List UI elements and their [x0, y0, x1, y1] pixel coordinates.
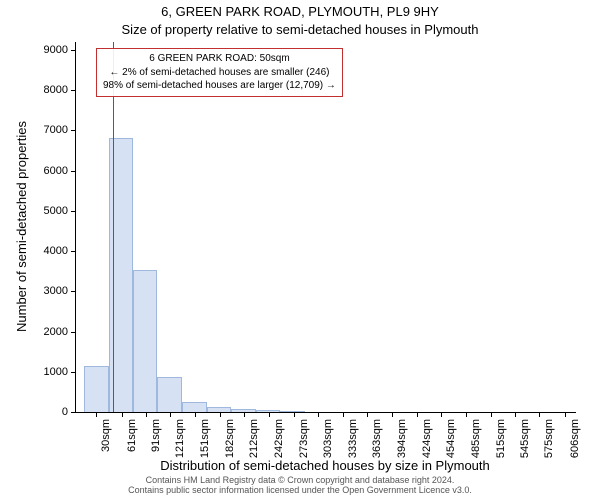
- histogram-bar: [280, 411, 305, 412]
- x-tick: [170, 412, 171, 417]
- histogram-bar: [157, 377, 181, 412]
- histogram-bar: [231, 409, 255, 412]
- y-tick: [71, 332, 76, 333]
- footer-line1: Contains HM Land Registry data © Crown c…: [146, 475, 455, 485]
- x-tick: [146, 412, 147, 417]
- histogram-bar: [84, 366, 108, 412]
- annotation-line: ← 2% of semi-detached houses are smaller…: [103, 66, 336, 80]
- x-tick: [195, 412, 196, 417]
- footer: Contains HM Land Registry data © Crown c…: [15, 476, 585, 496]
- x-tick-label: 303sqm: [322, 419, 334, 458]
- x-tick: [565, 412, 566, 417]
- x-tick: [491, 412, 492, 417]
- annotation-box: 6 GREEN PARK ROAD: 50sqm← 2% of semi-det…: [96, 48, 343, 97]
- x-tick: [539, 412, 540, 417]
- title-sub: Size of property relative to semi-detach…: [0, 22, 600, 37]
- x-tick-label: 394sqm: [396, 419, 408, 458]
- x-tick: [466, 412, 467, 417]
- footer-line2: Contains public sector information licen…: [128, 485, 472, 495]
- x-tick-label: 575sqm: [543, 419, 555, 458]
- x-tick: [220, 412, 221, 417]
- x-tick-label: 242sqm: [273, 419, 285, 458]
- y-tick-label: 1000: [44, 366, 68, 378]
- x-tick-label: 212sqm: [248, 419, 260, 458]
- histogram-bar: [207, 407, 231, 412]
- x-tick: [294, 412, 295, 417]
- y-tick: [71, 291, 76, 292]
- x-tick: [343, 412, 344, 417]
- x-tick: [417, 412, 418, 417]
- y-tick: [71, 412, 76, 413]
- x-tick-label: 606sqm: [569, 419, 581, 458]
- x-tick-label: 515sqm: [495, 419, 507, 458]
- x-tick-label: 91sqm: [150, 419, 162, 452]
- y-tick-label: 2000: [44, 326, 68, 338]
- x-tick: [269, 412, 270, 417]
- y-axis-label: Number of semi-detached properties: [14, 42, 29, 412]
- x-tick-label: 363sqm: [371, 419, 383, 458]
- x-tick-label: 182sqm: [224, 419, 236, 458]
- x-tick: [244, 412, 245, 417]
- y-tick: [71, 130, 76, 131]
- annotation-line: 98% of semi-detached houses are larger (…: [103, 79, 336, 93]
- y-tick: [71, 90, 76, 91]
- y-tick: [71, 211, 76, 212]
- y-tick-label: 8000: [44, 84, 68, 96]
- x-tick-label: 424sqm: [421, 419, 433, 458]
- chart-container: 6, GREEN PARK ROAD, PLYMOUTH, PL9 9HY Si…: [0, 0, 600, 500]
- y-tick-label: 4000: [44, 245, 68, 257]
- y-tick: [71, 372, 76, 373]
- y-tick-label: 9000: [44, 44, 68, 56]
- x-tick: [515, 412, 516, 417]
- reference-line: [113, 42, 114, 412]
- x-tick-label: 151sqm: [199, 419, 211, 458]
- x-tick: [441, 412, 442, 417]
- histogram-bar: [182, 402, 207, 412]
- y-tick-label: 3000: [44, 285, 68, 297]
- x-tick-label: 273sqm: [298, 419, 310, 458]
- x-tick-label: 121sqm: [174, 419, 186, 458]
- histogram-bar: [133, 270, 157, 412]
- y-tick: [71, 251, 76, 252]
- x-tick: [392, 412, 393, 417]
- x-tick: [318, 412, 319, 417]
- annotation-line: 6 GREEN PARK ROAD: 50sqm: [103, 52, 336, 66]
- x-tick-label: 454sqm: [445, 419, 457, 458]
- x-tick-label: 545sqm: [519, 419, 531, 458]
- plot-area: 010002000300040005000600070008000900030s…: [75, 42, 576, 413]
- x-tick-label: 30sqm: [100, 419, 112, 452]
- y-tick-label: 0: [62, 406, 68, 418]
- histogram-bar: [256, 410, 280, 412]
- y-tick-label: 7000: [44, 124, 68, 136]
- y-tick: [71, 50, 76, 51]
- x-axis-label: Distribution of semi-detached houses by …: [75, 458, 575, 473]
- title-main: 6, GREEN PARK ROAD, PLYMOUTH, PL9 9HY: [0, 4, 600, 19]
- x-tick-label: 485sqm: [470, 419, 482, 458]
- x-tick-label: 333sqm: [347, 419, 359, 458]
- y-tick: [71, 171, 76, 172]
- y-tick-label: 6000: [44, 165, 68, 177]
- x-tick: [96, 412, 97, 417]
- y-tick-label: 5000: [44, 205, 68, 217]
- x-tick: [367, 412, 368, 417]
- x-tick-label: 61sqm: [126, 419, 138, 452]
- x-tick: [122, 412, 123, 417]
